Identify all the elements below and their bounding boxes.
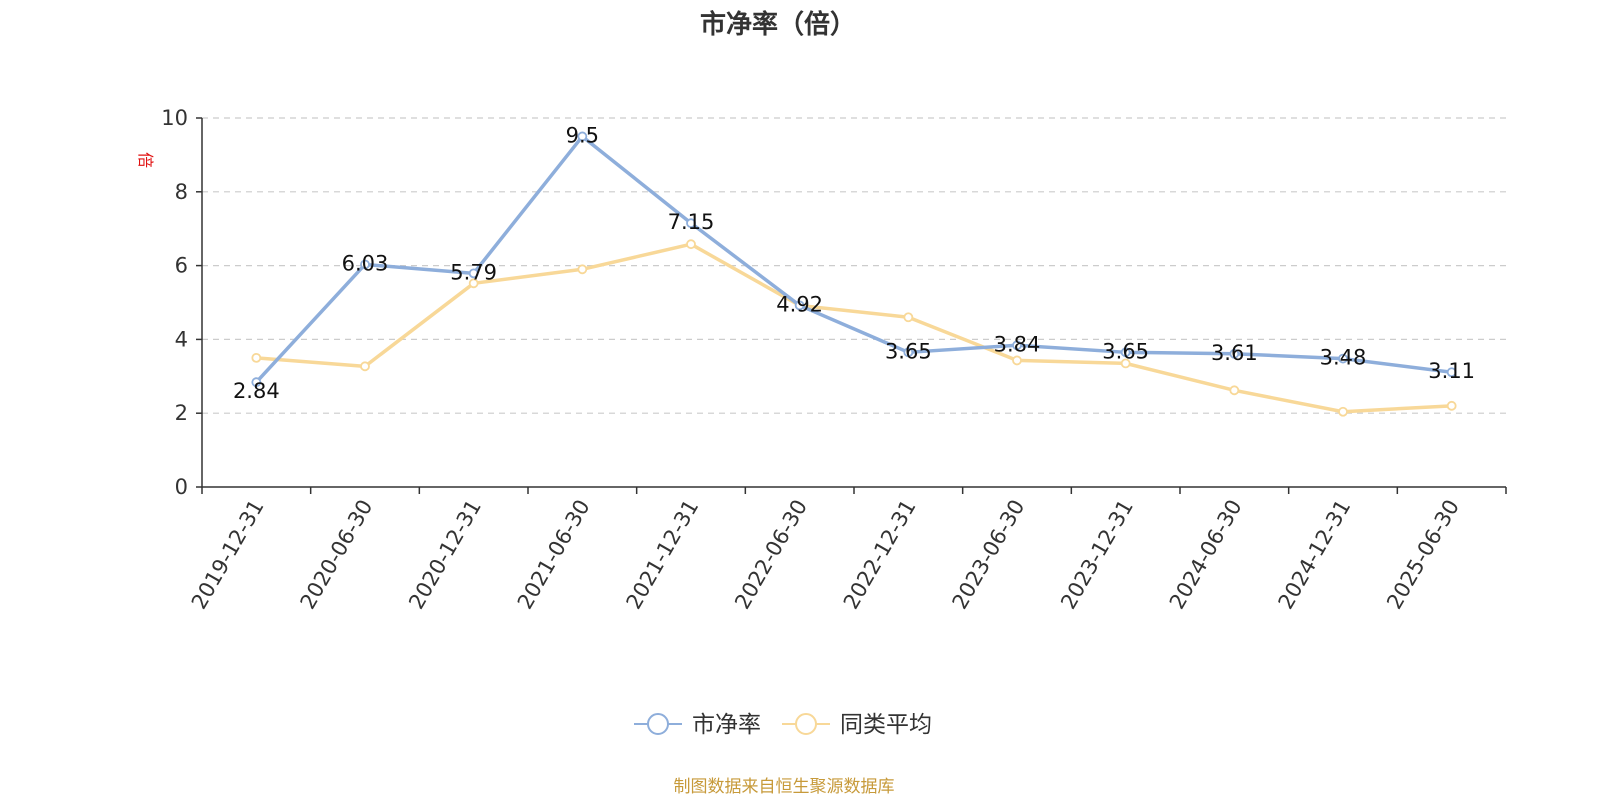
legend-item[interactable]: 市净率 xyxy=(634,712,761,738)
series-lines xyxy=(251,131,1457,417)
data-point[interactable] xyxy=(1446,400,1457,411)
series-line xyxy=(256,242,1452,414)
data-point[interactable] xyxy=(1446,367,1457,378)
y-axis-label: 倍 xyxy=(136,152,155,168)
legend[interactable]: 市净率 同类平均 xyxy=(634,712,932,738)
x-tick-label: 2022-06-30 xyxy=(730,496,812,614)
data-label: 2.84 xyxy=(233,379,280,403)
y-tick-label: 8 xyxy=(175,180,188,204)
data-point[interactable] xyxy=(903,312,914,323)
data-point[interactable] xyxy=(577,131,588,142)
y-tick-label: 0 xyxy=(175,475,188,499)
grid xyxy=(202,117,1506,414)
data-point[interactable] xyxy=(794,300,805,311)
x-tick-label: 2024-12-31 xyxy=(1274,496,1356,614)
x-tick-label: 2021-12-31 xyxy=(622,496,704,614)
data-point[interactable] xyxy=(1012,340,1022,351)
x-tick-label: 2021-06-30 xyxy=(513,496,595,614)
data-point[interactable] xyxy=(251,377,262,388)
x-tick-label: 2020-12-31 xyxy=(404,496,486,614)
data-label: 7.15 xyxy=(668,210,715,234)
y-tick-label: 10 xyxy=(161,106,188,130)
data-point[interactable] xyxy=(1338,406,1348,417)
legend-label: 市净率 xyxy=(692,712,761,738)
x-tick-label: 2024-06-30 xyxy=(1165,496,1247,614)
data-label: 6.03 xyxy=(342,251,389,275)
x-tick-label: 2023-12-31 xyxy=(1056,496,1138,614)
data-label: 3.65 xyxy=(885,339,932,363)
data-point[interactable] xyxy=(1120,358,1131,369)
data-point[interactable] xyxy=(577,264,588,275)
x-tick-label: 2023-06-30 xyxy=(948,496,1030,614)
data-label: 5.79 xyxy=(450,260,497,284)
data-point[interactable] xyxy=(360,259,370,270)
data-point[interactable] xyxy=(360,361,370,372)
data-label: 3.61 xyxy=(1211,341,1258,365)
x-tick-label: 2020-06-30 xyxy=(296,496,378,614)
data-label: 9.5 xyxy=(566,123,599,147)
data-point[interactable] xyxy=(1338,353,1348,364)
data-label: 3.65 xyxy=(1102,339,1149,363)
data-label: 3.84 xyxy=(994,332,1041,356)
data-point[interactable] xyxy=(468,268,479,279)
data-point[interactable] xyxy=(1012,355,1022,366)
data-point[interactable] xyxy=(686,239,696,250)
series-line xyxy=(255,134,1452,384)
legend-item[interactable]: 同类平均 xyxy=(782,712,932,738)
source-note: 制图数据来自恒生聚源数据库 xyxy=(674,777,895,797)
data-point[interactable] xyxy=(903,347,914,358)
y-tick-label: 6 xyxy=(175,254,188,278)
data-point[interactable] xyxy=(1229,348,1240,359)
data-label: 3.48 xyxy=(1320,346,1367,370)
data-point[interactable] xyxy=(1120,347,1131,358)
x-tick-label: 2019-12-31 xyxy=(187,496,269,614)
x-tick-label: 2025-06-30 xyxy=(1382,496,1464,614)
legend-marker xyxy=(795,713,817,735)
legend-marker xyxy=(647,713,669,735)
data-point[interactable] xyxy=(1229,385,1240,396)
axes: 0 2 4 6 8 10 2019-12-31 2020-06-30 2020-12-31 202… xyxy=(161,106,1507,614)
data-point[interactable] xyxy=(251,352,262,363)
y-tick-label: 4 xyxy=(175,327,188,351)
data-point[interactable] xyxy=(468,278,479,289)
legend-label: 同类平均 xyxy=(840,712,932,738)
x-tick-label: 2022-12-31 xyxy=(839,496,921,614)
y-tick-label: 2 xyxy=(175,401,188,425)
data-label: 4.92 xyxy=(776,292,823,316)
data-labels: 2.84 6.03 5.79 9.5 7.15 4.92 3.65 3.84 3.65 3.61 3… xyxy=(233,123,1475,403)
data-point[interactable] xyxy=(686,218,696,229)
data-label: 3.11 xyxy=(1428,359,1475,383)
chart-title: 市净率（倍） xyxy=(700,9,856,40)
